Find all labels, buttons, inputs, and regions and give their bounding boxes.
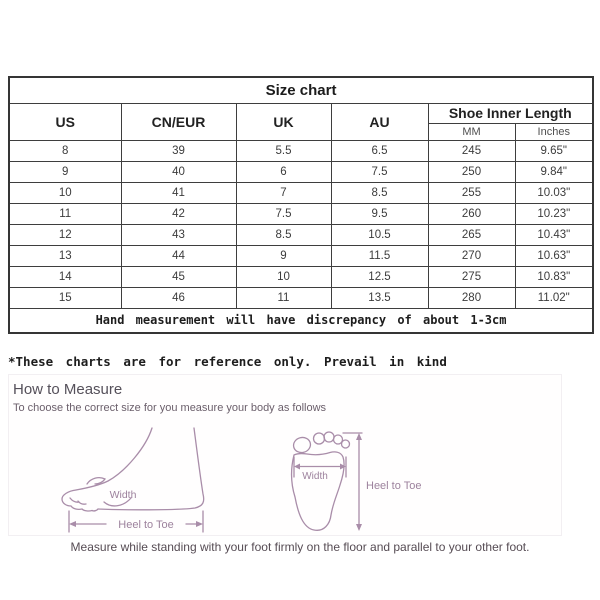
table-title: Size chart <box>8 76 594 104</box>
table-cell: 7 <box>235 181 332 204</box>
foot-sole-view-diagram: Width Heel to Toe <box>286 425 431 540</box>
table-footer-row: Hand measurement will have discrepancy o… <box>8 307 594 334</box>
table-cell: 9 <box>235 244 332 267</box>
table-row: 12 43 8.5 10.5 265 10.43" <box>8 223 594 246</box>
table-cell: 255 <box>427 181 516 204</box>
table-title-row: Size chart <box>8 76 594 104</box>
table-cell: 45 <box>120 265 237 288</box>
how-to-measure-section: How to Measure To choose the correct siz… <box>8 374 562 536</box>
table-cell: 8.5 <box>235 223 332 246</box>
col-header-us: US <box>8 102 122 141</box>
table-row: 14 45 10 12.5 275 10.83" <box>8 265 594 288</box>
table-row: 11 42 7.5 9.5 260 10.23" <box>8 202 594 225</box>
table-cell: 10.23" <box>514 202 594 225</box>
table-cell: 10 <box>235 265 332 288</box>
table-cell: 12 <box>8 223 122 246</box>
table-cell: 13.5 <box>330 286 429 309</box>
size-chart-table: Size chart US CN/EUR UK AU Shoe Inner Le… <box>8 76 595 334</box>
foot-side-view-diagram: Width Heel to Toe <box>56 421 216 536</box>
table-cell: 10.83" <box>514 265 594 288</box>
table-cell: 15 <box>8 286 122 309</box>
col-header-inches: Inches <box>514 122 594 141</box>
table-cell: 14 <box>8 265 122 288</box>
measurement-discrepancy-note: Hand measurement will have discrepancy o… <box>8 307 594 334</box>
table-cell: 6.5 <box>330 139 429 162</box>
table-cell: 280 <box>427 286 516 309</box>
how-to-measure-subtitle: To choose the correct size for you measu… <box>13 402 327 414</box>
table-cell: 10.43" <box>514 223 594 246</box>
measure-instruction: Measure while standing with your foot fi… <box>70 540 530 554</box>
table-cell: 41 <box>120 181 237 204</box>
table-cell: 9 <box>8 160 122 183</box>
table-cell: 13 <box>8 244 122 267</box>
foot-side-view-drawing: Width Heel to Toe <box>61 427 205 533</box>
table-cell: 250 <box>427 160 516 183</box>
col-header-au: AU <box>330 102 429 141</box>
table-row: 9 40 6 7.5 250 9.84" <box>8 160 594 183</box>
table-cell: 8.5 <box>330 181 429 204</box>
table-cell: 10 <box>8 181 122 204</box>
col-header-inner-length: Shoe Inner Length <box>427 102 594 124</box>
table-cell: 260 <box>427 202 516 225</box>
table-cell: 5.5 <box>235 139 332 162</box>
table-cell: 11.5 <box>330 244 429 267</box>
col-header-cneur: CN/EUR <box>120 102 237 141</box>
side-heel-to-toe-label: Heel to Toe <box>118 519 173 531</box>
table-cell: 10.5 <box>330 223 429 246</box>
col-header-uk: UK <box>235 102 332 141</box>
table-cell: 44 <box>120 244 237 267</box>
table-cell: 245 <box>427 139 516 162</box>
table-cell: 7.5 <box>330 160 429 183</box>
reference-note: *These charts are for reference only. Pr… <box>8 354 447 369</box>
table-row: 15 46 11 13.5 280 11.02" <box>8 286 594 309</box>
table-cell: 10.63" <box>514 244 594 267</box>
table-cell: 8 <box>8 139 122 162</box>
table-cell: 11.02" <box>514 286 594 309</box>
table-cell: 42 <box>120 202 237 225</box>
table-cell: 46 <box>120 286 237 309</box>
table-cell: 6 <box>235 160 332 183</box>
table-header-row: US CN/EUR UK AU Shoe Inner Length <box>8 102 594 141</box>
foot-sole-view-drawing: Width Heel to Toe <box>290 431 421 531</box>
table-cell: 275 <box>427 265 516 288</box>
table-row: 8 39 5.5 6.5 245 9.65" <box>8 139 594 162</box>
table-cell: 9.5 <box>330 202 429 225</box>
table-cell: 11 <box>8 202 122 225</box>
table-cell: 43 <box>120 223 237 246</box>
how-to-measure-title: How to Measure <box>13 381 123 398</box>
table-cell: 9.84" <box>514 160 594 183</box>
table-row: 13 44 9 11.5 270 10.63" <box>8 244 594 267</box>
table-cell: 40 <box>120 160 237 183</box>
table-cell: 9.65" <box>514 139 594 162</box>
sole-width-label: Width <box>302 471 328 482</box>
table-cell: 270 <box>427 244 516 267</box>
table-cell: 39 <box>120 139 237 162</box>
table-cell: 265 <box>427 223 516 246</box>
side-width-label: Width <box>110 489 137 501</box>
table-cell: 11 <box>235 286 332 309</box>
table-cell: 12.5 <box>330 265 429 288</box>
table-row: 10 41 7 8.5 255 10.03" <box>8 181 594 204</box>
col-header-mm: MM <box>427 122 516 141</box>
table-cell: 10.03" <box>514 181 594 204</box>
sole-heel-to-toe-label: Heel to Toe <box>366 480 421 492</box>
table-cell: 7.5 <box>235 202 332 225</box>
